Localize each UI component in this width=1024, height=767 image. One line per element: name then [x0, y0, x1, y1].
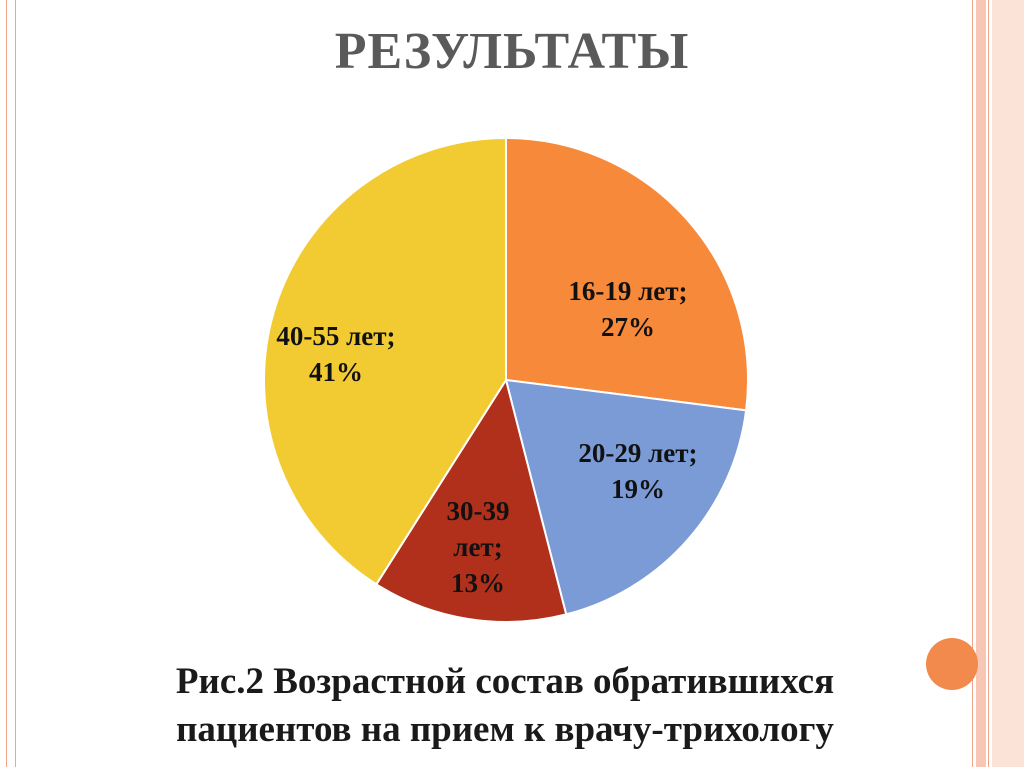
pie-slice-30-39-лет — [374, 377, 568, 623]
figure-caption: Рис.2 Возрастной состав обратившихся пац… — [40, 658, 970, 754]
pie-slice-20-29-лет — [504, 378, 748, 616]
right-border-decoration — [972, 0, 1024, 767]
pie-label-40-55-лет: 40-55 лет; 41% — [276, 321, 395, 387]
pie-label-30-39-лет: 30-39 лет; 13% — [447, 496, 510, 598]
pie-slice-40-55-лет — [263, 136, 507, 586]
caption-line-2: пациентов на прием к врачу-трихологу — [176, 709, 834, 750]
decorative-circle — [926, 638, 978, 690]
slide-title: РЕЗУЛЬТАТЫ — [334, 23, 690, 80]
pie-label-20-29-лет: 20-29 лет; 19% — [578, 438, 697, 504]
left-border-decoration — [6, 0, 16, 767]
pie-slice-16-19-лет — [505, 136, 749, 412]
caption-line-1: Рис.2 Возрастной состав обратившихся — [175, 661, 835, 702]
pie-label-16-19-лет: 16-19 лет; 27% — [568, 276, 687, 342]
